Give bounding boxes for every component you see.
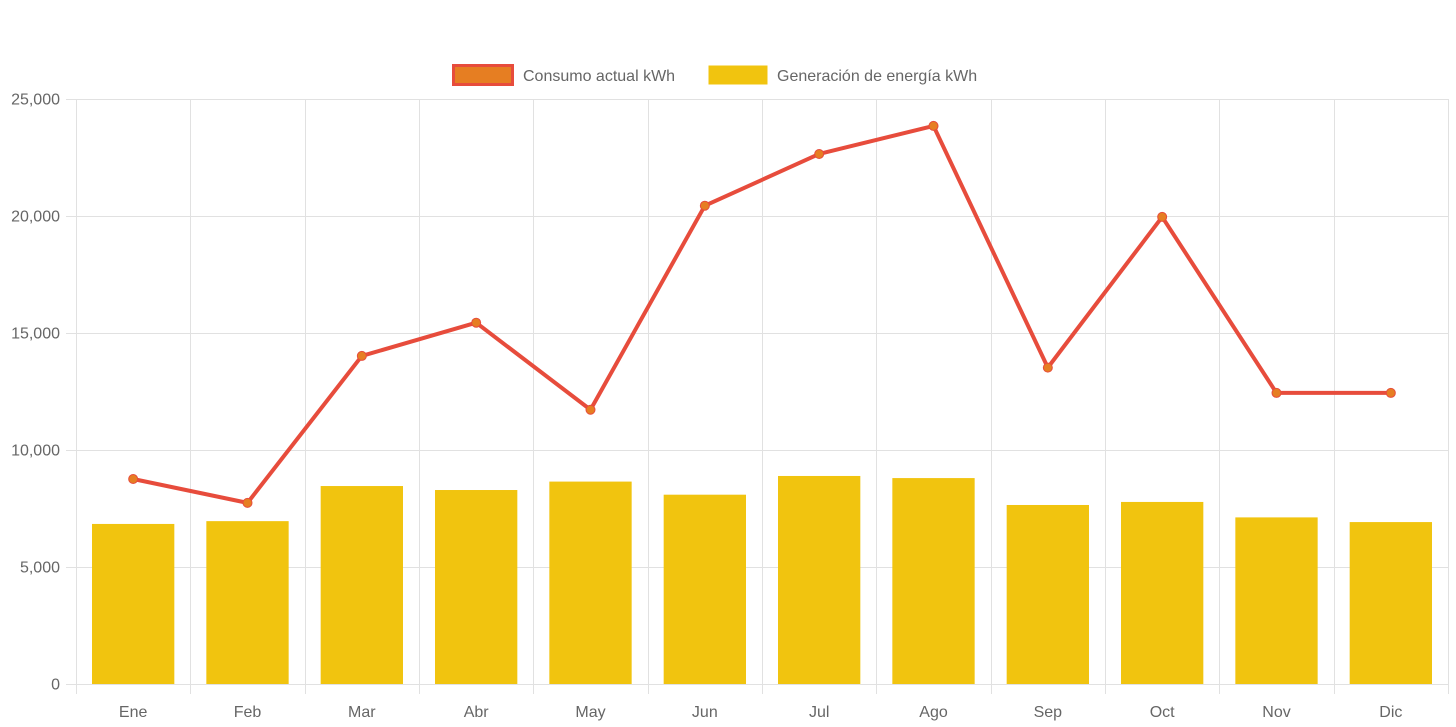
- data-point: [928, 120, 939, 131]
- legend-swatch-generacion: [708, 65, 768, 85]
- bar-series-generacion: [92, 475, 1432, 684]
- data-point: [1042, 362, 1053, 373]
- bar: [206, 521, 289, 684]
- y-tick-label: 15,000: [11, 326, 60, 343]
- bar: [663, 494, 746, 684]
- x-tick-label: Feb: [234, 704, 262, 721]
- x-tick-label: Sep: [1034, 704, 1063, 721]
- data-point: [242, 497, 253, 508]
- x-tick-label: Jun: [692, 704, 718, 721]
- data-point: [356, 350, 367, 361]
- data-point: [699, 200, 710, 211]
- grid: [66, 99, 1449, 694]
- bar: [1121, 501, 1204, 684]
- data-point: [471, 317, 482, 328]
- line-path: [132, 123, 1391, 505]
- bar: [1235, 517, 1318, 684]
- bar: [549, 481, 632, 684]
- x-tick-label: Oct: [1150, 704, 1175, 721]
- data-point: [585, 404, 596, 415]
- bar: [435, 490, 518, 684]
- bar: [320, 486, 403, 684]
- x-tick-label: Dic: [1379, 704, 1402, 721]
- y-tick-label: 20,000: [11, 209, 60, 226]
- legend: Consumo actual kWh Generación de energía…: [452, 64, 977, 86]
- y-tick-label: 0: [51, 677, 60, 694]
- legend-label-consumo: Consumo actual kWh: [523, 68, 675, 85]
- y-tick-label: 25,000: [11, 92, 60, 109]
- x-axis: Ene Feb Mar Abr May Jun Jul Ago Sep Oct Nov Dic: [119, 704, 1402, 721]
- y-axis: 0 5,000 10,000 15,000 20,000 25,000: [11, 92, 60, 694]
- line-series-consumo: [128, 120, 1396, 508]
- legend-item-generacion[interactable]: Generación de energía kWh: [708, 65, 977, 85]
- x-tick-label: Abr: [464, 704, 490, 721]
- x-tick-label: Ago: [919, 704, 948, 721]
- data-point: [1385, 387, 1396, 398]
- legend-item-consumo[interactable]: Consumo actual kWh: [452, 64, 676, 86]
- data-point: [1271, 387, 1282, 398]
- bar: [1349, 522, 1432, 684]
- x-tick-label: Jul: [809, 704, 829, 721]
- data-point: [1157, 211, 1168, 222]
- legend-swatch-consumo: [452, 64, 514, 86]
- bar: [1006, 504, 1089, 684]
- x-tick-label: Ene: [119, 704, 148, 721]
- x-tick-label: Mar: [348, 704, 376, 721]
- bar: [892, 478, 975, 684]
- bar: [778, 475, 861, 684]
- y-tick-label: 10,000: [11, 443, 60, 460]
- x-tick-label: May: [575, 704, 605, 721]
- x-tick-label: Nov: [1262, 704, 1290, 721]
- legend-label-generacion: Generación de energía kWh: [777, 68, 977, 85]
- data-point: [814, 148, 825, 159]
- bar: [92, 523, 175, 684]
- y-tick-label: 5,000: [20, 560, 60, 577]
- data-point: [128, 474, 139, 485]
